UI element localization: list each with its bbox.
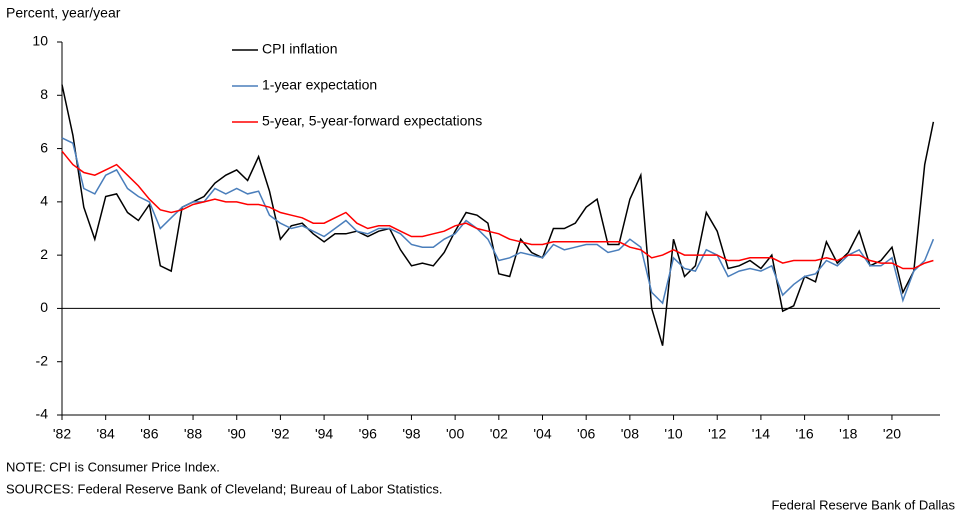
x-tick-label: '94	[315, 426, 333, 442]
y-tick-label: 2	[40, 246, 48, 262]
x-tick-label: '08	[621, 426, 639, 442]
x-tick-label: '06	[577, 426, 595, 442]
y-tick-label: -4	[36, 406, 49, 422]
x-tick-label: '14	[752, 426, 770, 442]
series-line	[61, 137, 935, 305]
x-tick-label: '82	[53, 426, 71, 442]
x-tick-label: '10	[664, 426, 682, 442]
y-tick-label: 10	[32, 33, 48, 49]
legend-label: 5-year, 5-year-forward expectations	[262, 113, 482, 129]
x-tick-label: '96	[359, 426, 377, 442]
note: SOURCES: Federal Reserve Bank of Clevela…	[6, 481, 442, 496]
x-tick-label: '16	[795, 426, 813, 442]
y-tick-label: -2	[36, 352, 49, 368]
y-tick-label: 6	[40, 139, 48, 155]
credit: Federal Reserve Bank of Dallas	[771, 497, 955, 512]
x-tick-label: '18	[839, 426, 857, 442]
x-tick-label: '84	[97, 426, 115, 442]
x-tick-label: '92	[271, 426, 289, 442]
y-tick-label: 0	[40, 299, 48, 315]
y-axis-label: Percent, year/year	[6, 5, 121, 21]
x-tick-label: '04	[533, 426, 551, 442]
x-tick-label: '12	[708, 426, 726, 442]
y-tick-label: 8	[40, 86, 48, 102]
series-line	[61, 84, 935, 346]
series-line	[61, 150, 934, 270]
x-tick-label: '90	[228, 426, 246, 442]
x-tick-label: '20	[883, 426, 901, 442]
y-tick-label: 4	[40, 193, 48, 209]
note: NOTE: CPI is Consumer Price Index.	[6, 459, 220, 474]
x-tick-label: '98	[402, 426, 420, 442]
x-tick-label: '02	[490, 426, 508, 442]
x-tick-label: '88	[184, 426, 202, 442]
x-tick-label: '00	[446, 426, 464, 442]
legend-label: 1-year expectation	[262, 77, 377, 93]
legend-label: CPI inflation	[262, 41, 337, 57]
x-tick-label: '86	[140, 426, 158, 442]
